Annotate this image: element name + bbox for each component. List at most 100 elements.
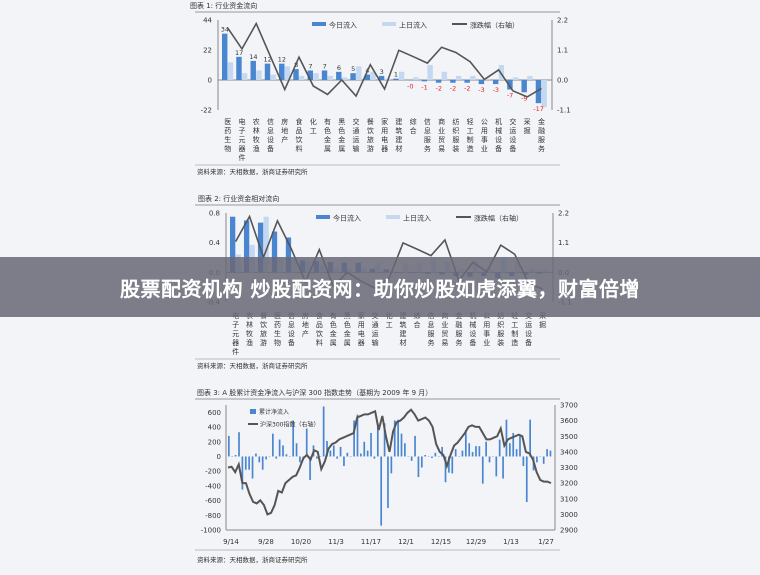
- today-inflow-bar: [464, 80, 470, 83]
- net-inflow-bar: [376, 423, 379, 457]
- net-inflow-bar: [299, 456, 301, 463]
- prev-inflow-bar: [370, 71, 376, 80]
- source-note: 资料来源：天相数据，浙商证券研究所: [197, 361, 308, 370]
- category-label: 通: [353, 126, 360, 135]
- bar-data-label: -1: [421, 83, 427, 91]
- net-inflow-bar: [326, 441, 328, 457]
- category-label: 药: [224, 126, 231, 135]
- category-label: 金: [330, 329, 337, 338]
- category-label: 材: [395, 144, 402, 153]
- category-label: 备: [288, 338, 295, 347]
- y2-tick-label: 3400: [560, 448, 578, 456]
- net-inflow-bar: [431, 456, 433, 458]
- net-inflow-bar: [393, 420, 396, 457]
- net-inflow-bar: [498, 439, 501, 457]
- category-label: 设: [509, 135, 516, 144]
- category-label: 易: [441, 339, 448, 347]
- net-inflow-bar: [404, 443, 406, 457]
- legend-label: 上日流入: [399, 21, 427, 30]
- prev-inflow-bar: [263, 216, 269, 273]
- category-label: 筑: [395, 126, 402, 135]
- category-label: 工: [467, 127, 474, 135]
- csi300-line: [227, 408, 552, 516]
- net-inflow-bar: [251, 456, 254, 479]
- category-label: 林: [253, 126, 260, 135]
- net-inflow-bar: [529, 419, 531, 457]
- net-inflow-bar: [383, 423, 386, 457]
- net-inflow-bar: [424, 455, 427, 457]
- y2-tick-label: 0.0: [557, 77, 568, 85]
- net-inflow-bar: [502, 456, 504, 479]
- y2-tick-label: 1.1: [557, 47, 568, 55]
- prev-inflow-bar: [527, 75, 533, 80]
- y-tick-label: -22: [201, 107, 212, 115]
- legend-swatch-prev: [386, 215, 400, 219]
- category-label: 装: [497, 338, 504, 347]
- category-label: 业: [438, 126, 445, 135]
- net-inflow-bar: [478, 446, 481, 457]
- today-inflow-bar: [264, 63, 271, 80]
- category-label: 用: [381, 127, 388, 135]
- category-label: 服: [427, 330, 434, 338]
- category-label: 纺: [452, 117, 459, 126]
- category-label: 渔: [246, 338, 253, 347]
- prev-inflow-bar: [270, 74, 276, 80]
- x-tick-label: 9/28: [258, 538, 274, 546]
- net-inflow-bar: [346, 452, 349, 457]
- y-tick-label: -600: [205, 497, 221, 505]
- bar-data-label: 5: [351, 65, 355, 73]
- net-inflow-bar: [363, 441, 366, 457]
- category-label: 电: [358, 329, 365, 338]
- bar-data-label: 7: [323, 62, 327, 70]
- net-inflow-bar: [444, 456, 447, 483]
- net-inflow-bar: [515, 449, 518, 457]
- net-inflow-bar: [329, 450, 332, 457]
- category-label: 色: [338, 126, 345, 135]
- x-tick-label: 11/17: [361, 538, 381, 546]
- net-inflow-bar: [272, 433, 274, 457]
- today-inflow-bar: [407, 80, 413, 81]
- x-tick-label: 12/1: [398, 538, 414, 546]
- category-label: 输: [372, 338, 379, 347]
- category-label: 料: [316, 338, 323, 347]
- y-tick-label: -1000: [201, 527, 221, 535]
- net-inflow-bar: [244, 456, 247, 470]
- category-label: 息: [267, 126, 274, 135]
- today-inflow-bar: [250, 60, 256, 80]
- bar-data-label: -3: [493, 86, 499, 94]
- category-label: 筑: [400, 320, 407, 329]
- y-tick-label: 0.4: [209, 239, 221, 247]
- category-label: 业: [441, 320, 448, 329]
- category-label: 备: [495, 144, 502, 153]
- bar-data-label: -17: [533, 105, 544, 113]
- net-inflow-bar: [248, 456, 251, 470]
- net-inflow-bar: [454, 449, 457, 457]
- category-label: 饮: [367, 126, 374, 135]
- y-tick-label: 400: [208, 424, 221, 432]
- legend-label: 今日流入: [333, 214, 361, 223]
- net-inflow-bar: [390, 456, 393, 474]
- prev-inflow-bar: [470, 75, 476, 80]
- y-tick-label: -200: [205, 468, 221, 476]
- category-label: 服: [538, 136, 545, 144]
- net-inflow-bar: [265, 456, 267, 460]
- y2-tick-label: 3100: [560, 495, 578, 503]
- category-label: 电: [381, 135, 388, 144]
- category-label: 备: [509, 144, 516, 153]
- prev-inflow-bar: [398, 71, 405, 80]
- category-label: 旅: [260, 329, 267, 338]
- legend-label: 上日流入: [403, 214, 431, 223]
- category-label: 备: [469, 338, 476, 347]
- category-label: 游: [260, 338, 267, 347]
- category-label: 属: [330, 339, 337, 347]
- legend-label: 今日流入: [329, 21, 357, 30]
- net-inflow-bar: [278, 439, 281, 457]
- net-inflow-bar: [512, 432, 515, 457]
- today-inflow-bar: [271, 231, 278, 273]
- overlay-banner[interactable]: 股票配资机构 炒股配资网：助你炒股如虎添翼，财富倍增: [0, 257, 760, 317]
- chart-title: 图表 1: 行业资金流向: [190, 1, 257, 10]
- category-label: 子: [238, 127, 245, 135]
- category-label: 服: [497, 330, 504, 338]
- legend-swatch-today: [316, 215, 330, 219]
- bar-data-label: -7: [507, 92, 513, 100]
